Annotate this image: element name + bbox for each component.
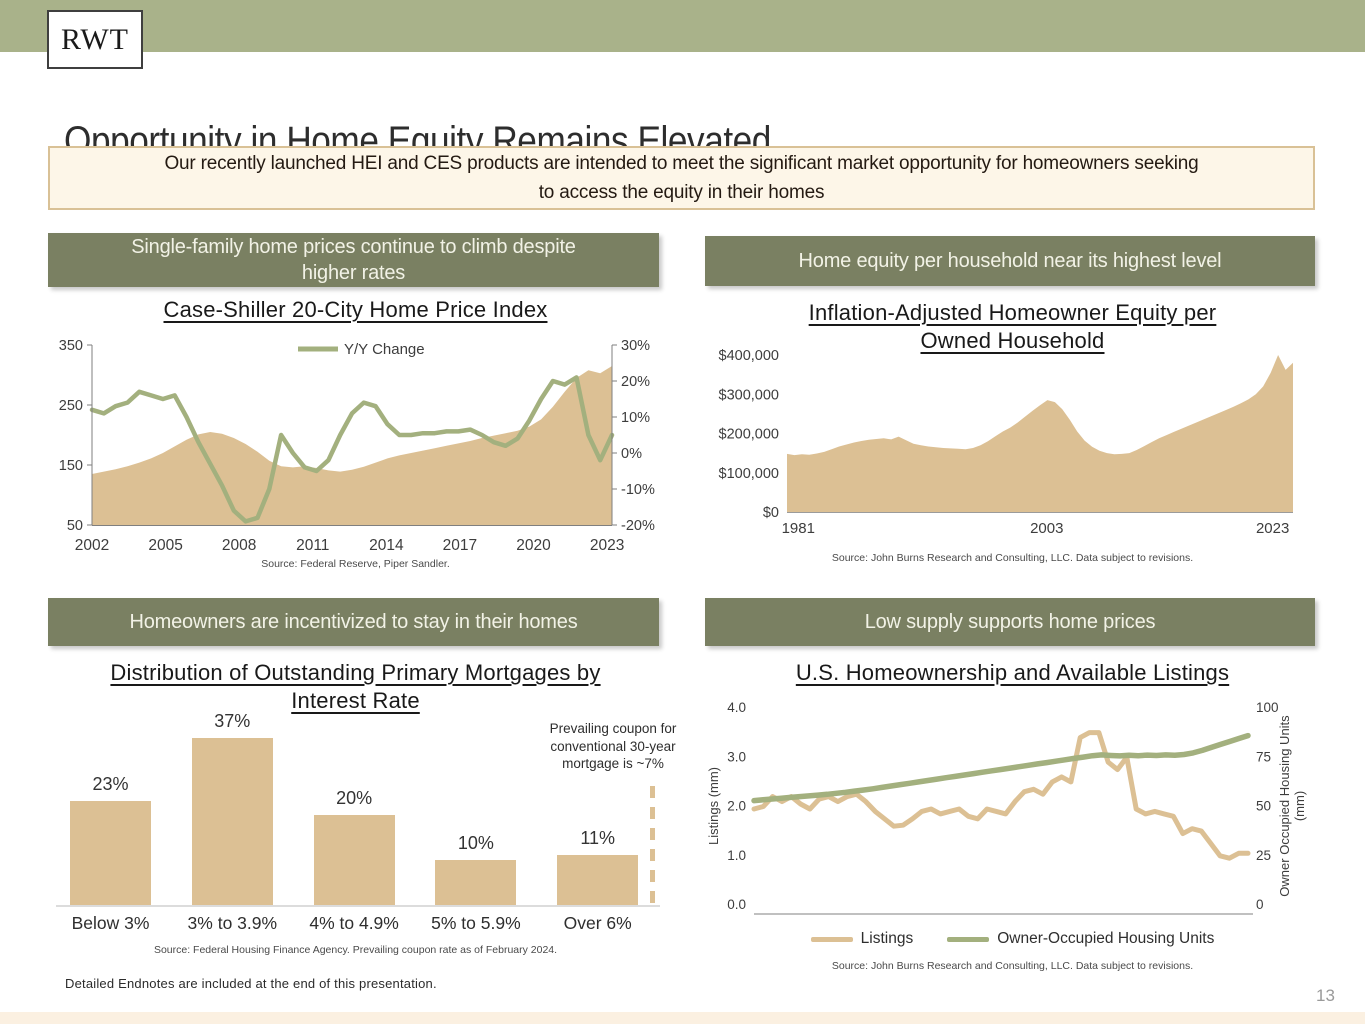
bar-category-label: 4% to 4.9% bbox=[309, 913, 399, 933]
svg-text:4.0: 4.0 bbox=[727, 700, 746, 715]
endnotes-footnote: Detailed Endnotes are included at the en… bbox=[65, 976, 437, 991]
svg-text:2014: 2014 bbox=[369, 537, 404, 554]
svg-text:100: 100 bbox=[1256, 700, 1279, 715]
svg-text:2023: 2023 bbox=[590, 537, 624, 554]
svg-text:30%: 30% bbox=[621, 338, 650, 354]
bar-value-label: 10% bbox=[457, 832, 494, 853]
top-banner bbox=[0, 0, 1365, 52]
bar-category-label: Over 6% bbox=[563, 913, 632, 933]
svg-text:$200,000: $200,000 bbox=[719, 427, 779, 443]
bottom-strip bbox=[0, 1012, 1365, 1024]
svg-text:Y/Y Change: Y/Y Change bbox=[344, 341, 425, 358]
svg-text:3.0: 3.0 bbox=[727, 749, 746, 764]
bar-category-label: 5% to 5.9% bbox=[431, 913, 521, 933]
homeownership-listings-chart: 4.0 3.0 2.0 1.0 0.0 100 75 50 25 0 Listings (mm) Ow… bbox=[706, 700, 1307, 915]
svg-text:1981: 1981 bbox=[782, 520, 815, 537]
svg-text:$300,000: $300,000 bbox=[719, 387, 779, 403]
svg-text:0.0: 0.0 bbox=[727, 897, 746, 912]
svg-text:150: 150 bbox=[59, 458, 83, 474]
svg-text:$100,000: $100,000 bbox=[719, 466, 779, 482]
panel-header-home-prices: Single-family home prices continue to cl… bbox=[48, 233, 659, 287]
svg-text:$400,000: $400,000 bbox=[719, 348, 779, 364]
bar-Below 3% bbox=[70, 801, 151, 905]
svg-text:-20%: -20% bbox=[621, 518, 655, 534]
bar-value-label: 20% bbox=[336, 787, 373, 808]
svg-text:2005: 2005 bbox=[148, 537, 182, 554]
logo-text: RWT bbox=[61, 22, 129, 56]
bar-value-label: 23% bbox=[92, 774, 129, 795]
svg-text:2020: 2020 bbox=[516, 537, 551, 554]
svg-text:2017: 2017 bbox=[443, 537, 477, 554]
svg-text:Owner Occupied Housing Units: Owner Occupied Housing Units bbox=[1277, 715, 1292, 897]
svg-text:2002: 2002 bbox=[75, 537, 109, 554]
listings-chart-legend: Listings Owner-Occupied Housing Units bbox=[705, 930, 1320, 948]
svg-text:25: 25 bbox=[1256, 848, 1271, 863]
panel-header-low-supply: Low supply supports home prices bbox=[705, 598, 1315, 646]
svg-text:(mm): (mm) bbox=[1292, 791, 1307, 821]
svg-text:2008: 2008 bbox=[222, 537, 256, 554]
bar-value-label: 37% bbox=[214, 711, 251, 732]
case-shiller-chart: 350 250 150 50 30% 20% 10% 0% -10% -20% 2002 2005 20… bbox=[59, 338, 655, 554]
intro-box: Our recently launched HEI and CES produc… bbox=[48, 146, 1315, 210]
svg-text:20%: 20% bbox=[621, 374, 650, 390]
legend-item-Listings: Listings bbox=[810, 930, 913, 948]
chart-title-homeownership-listings: U.S. Homeownership and Available Listing… bbox=[795, 660, 1230, 685]
svg-text:50: 50 bbox=[67, 518, 83, 534]
bar-Over 6% bbox=[557, 855, 639, 905]
svg-text:2.0: 2.0 bbox=[727, 799, 746, 814]
source-equity: Source: John Burns Research and Consulti… bbox=[831, 552, 1194, 564]
svg-text:10%: 10% bbox=[621, 410, 650, 426]
panel-header-home-equity: Home equity per household near its highe… bbox=[705, 236, 1315, 286]
svg-text:-10%: -10% bbox=[621, 482, 655, 498]
svg-text:$0: $0 bbox=[763, 505, 779, 521]
mortgage-distribution-bar-chart: 23% Below 3% 37% 3% to 3.9% 20% 4% to 4.9% 10%… bbox=[48, 711, 660, 944]
legend-swatch bbox=[810, 936, 853, 942]
bar-4% to 4.9% bbox=[313, 814, 395, 905]
bar-category-label: 3% to 3.9% bbox=[187, 913, 278, 933]
page-number: 13 bbox=[1316, 986, 1335, 1005]
intro-text: Our recently launched HEI and CES produc… bbox=[164, 152, 1199, 203]
svg-text:250: 250 bbox=[59, 398, 83, 414]
legend-item-Owner-Occupied Housing Units: Owner-Occupied Housing Units bbox=[947, 930, 1214, 948]
svg-text:0%: 0% bbox=[621, 446, 642, 462]
chart-title-equity: Inflation-Adjusted Homeowner Equity per … bbox=[808, 300, 1217, 353]
svg-text:2003: 2003 bbox=[1030, 520, 1063, 537]
bar-5% to 5.9% bbox=[435, 859, 517, 905]
svg-text:75: 75 bbox=[1256, 749, 1271, 764]
svg-text:50: 50 bbox=[1256, 799, 1271, 814]
panel-header-incentivized: Homeowners are incentivized to stay in t… bbox=[48, 598, 659, 646]
legend-swatch bbox=[947, 936, 990, 942]
source-listings: Source: John Burns Research and Consulti… bbox=[831, 960, 1194, 972]
bar-3% to 3.9% bbox=[191, 738, 273, 905]
svg-text:1.0: 1.0 bbox=[727, 848, 746, 863]
chart-title-mortgage-distribution: Distribution of Outstanding Primary Mort… bbox=[110, 660, 601, 713]
svg-text:350: 350 bbox=[59, 338, 83, 354]
svg-text:2011: 2011 bbox=[296, 537, 329, 554]
source-mortgage-distribution: Source: Federal Housing Finance Agency. … bbox=[153, 944, 558, 956]
bar-value-label: 11% bbox=[580, 828, 616, 849]
svg-text:2023: 2023 bbox=[1256, 520, 1289, 537]
svg-text:0: 0 bbox=[1256, 897, 1264, 912]
chart-title-case-shiller: Case-Shiller 20-City Home Price Index bbox=[163, 297, 548, 322]
bar-chart-baseline bbox=[56, 905, 660, 907]
prevailing-coupon-annotation: Prevailing coupon for conventional 30-ye… bbox=[549, 721, 677, 772]
svg-text:Listings (mm): Listings (mm) bbox=[706, 767, 721, 845]
source-case-shiller: Source: Federal Reserve, Piper Sandler. bbox=[261, 558, 450, 570]
prevailing-coupon-marker-line bbox=[650, 786, 655, 904]
bar-category-label: Below 3% bbox=[71, 913, 150, 933]
logo-box: RWT bbox=[47, 10, 143, 69]
